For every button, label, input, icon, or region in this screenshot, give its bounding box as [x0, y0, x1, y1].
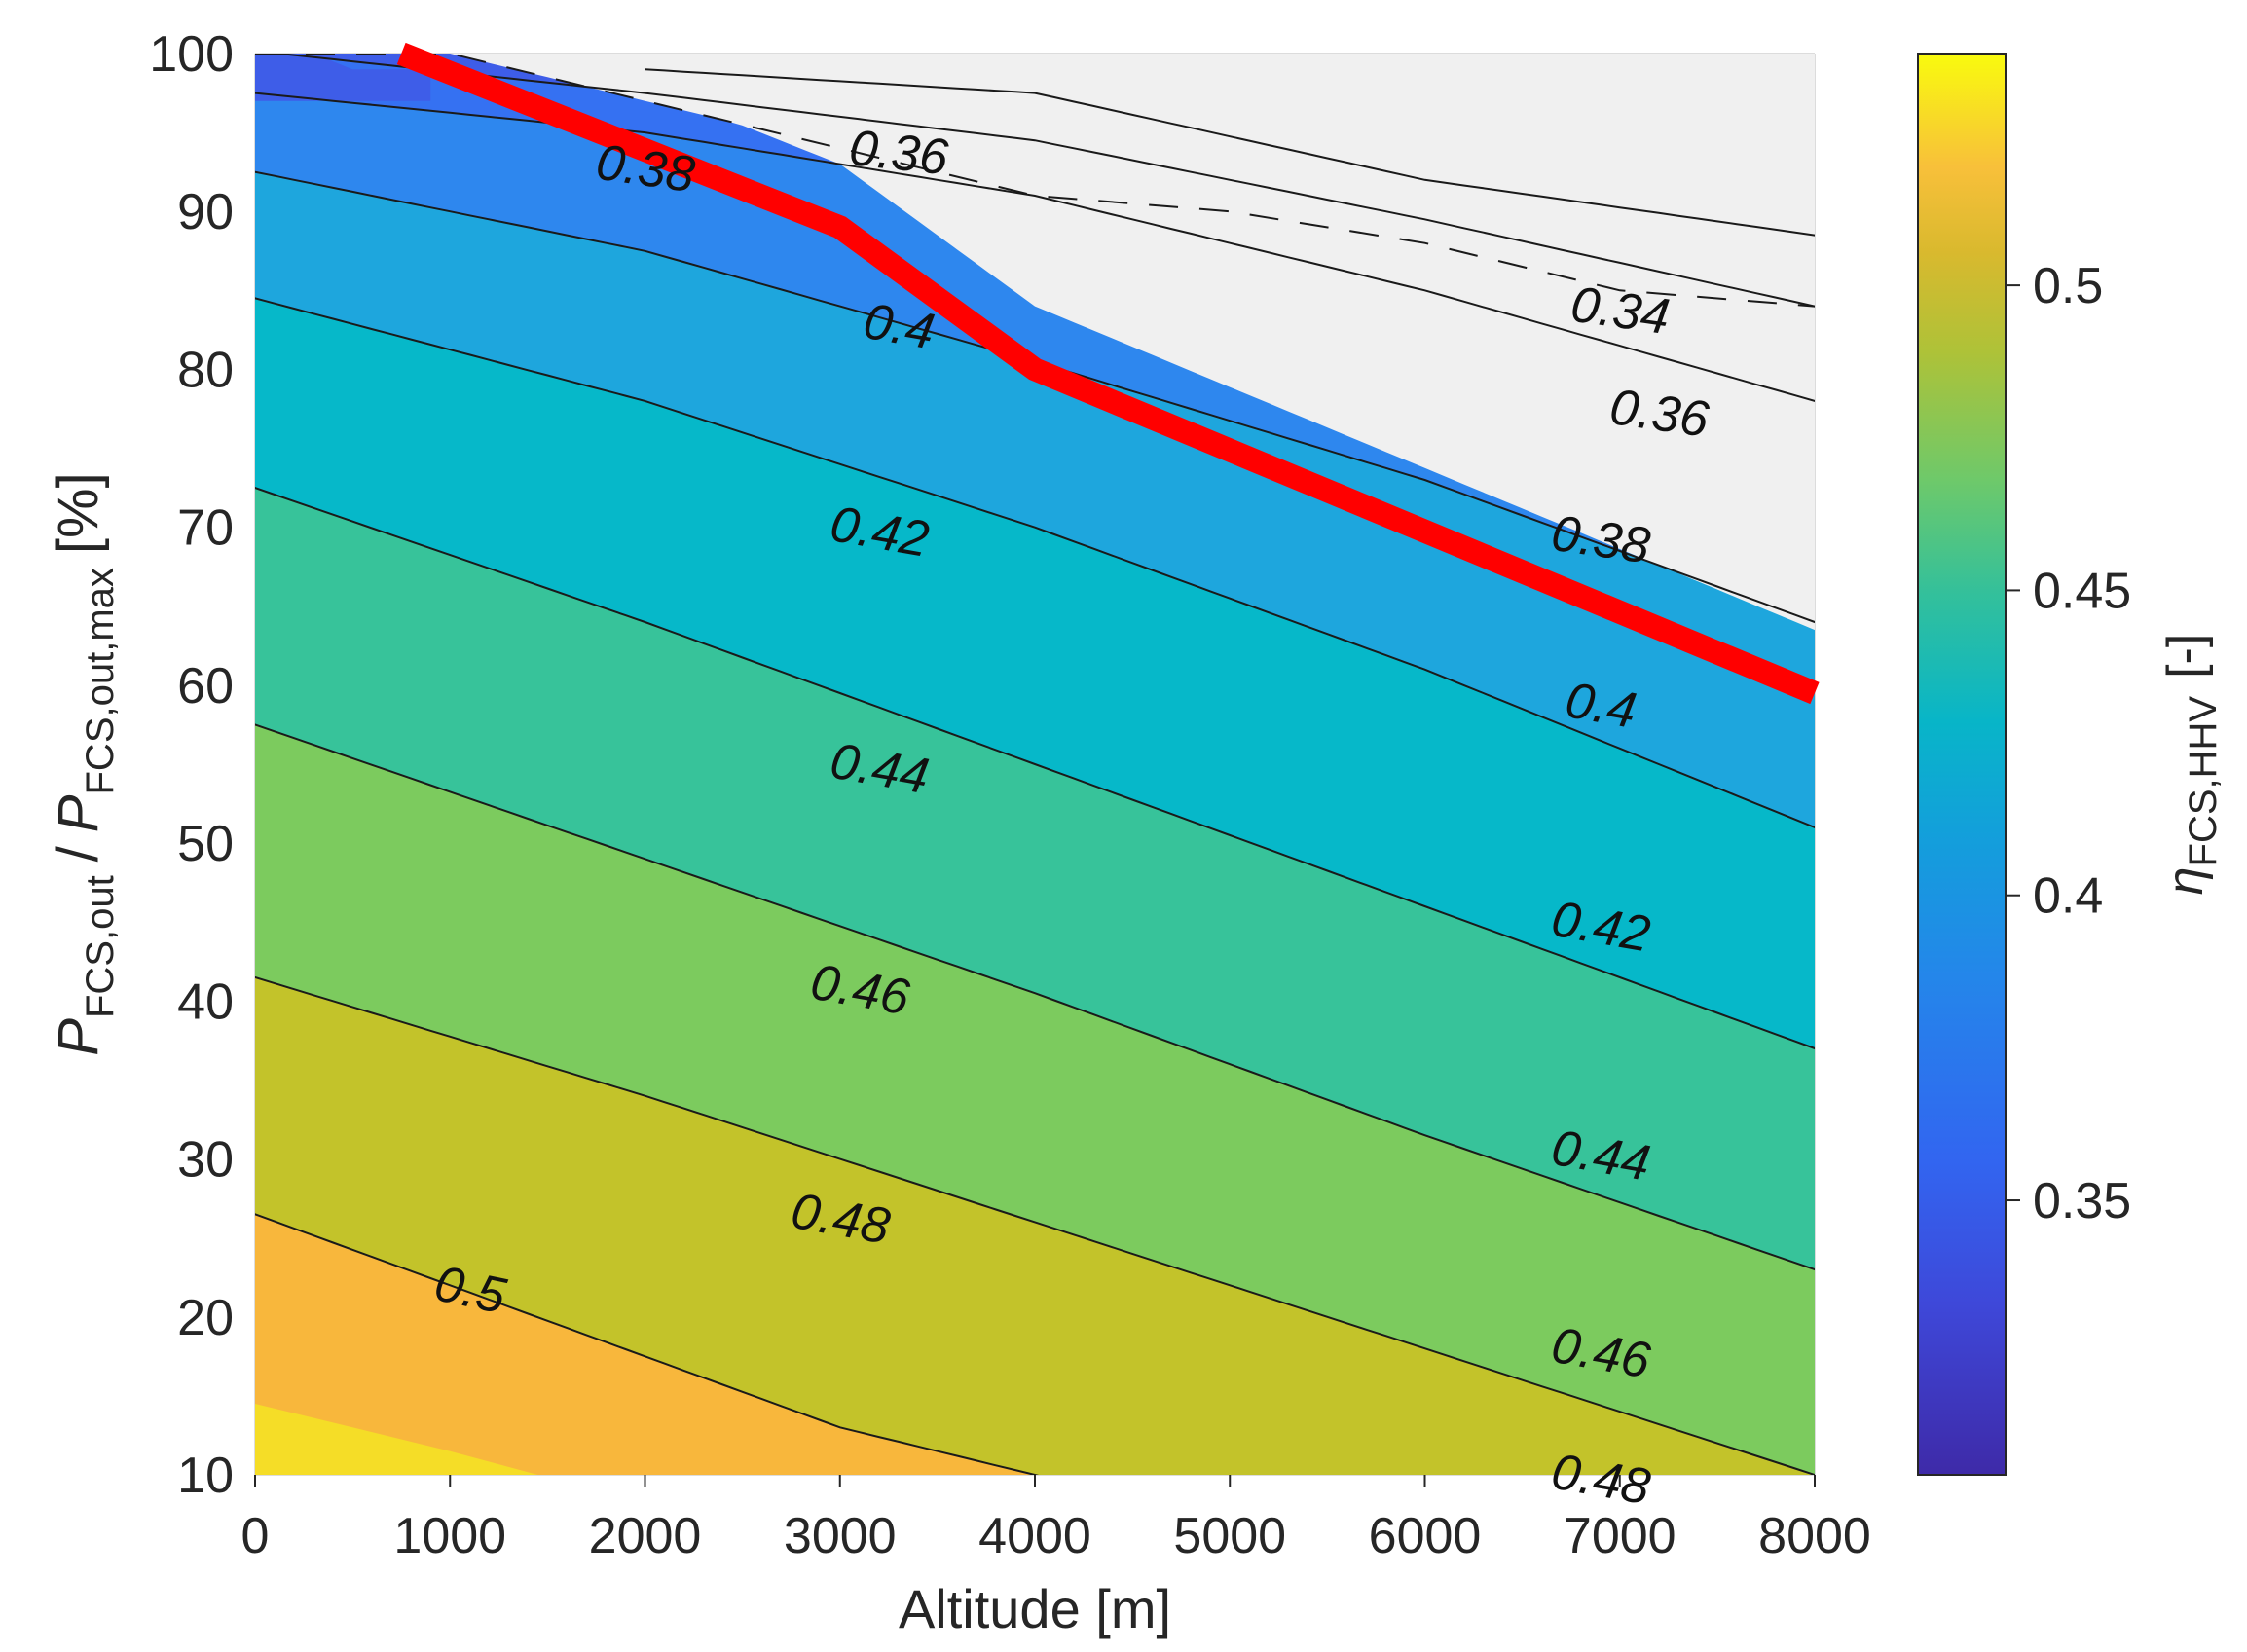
y-tick-label: 20 [177, 1290, 234, 1346]
y-tick-label: 50 [177, 816, 234, 872]
contour-label: 0.4 [1562, 672, 1640, 740]
contour-label: 0.36 [1606, 379, 1712, 449]
colorbar-tick-label: 0.45 [2033, 563, 2131, 619]
x-tick-label: 3000 [784, 1508, 897, 1564]
max-power-limit [396, 42, 1820, 705]
x-tick-label: 5000 [1173, 1508, 1286, 1564]
contour-line-0.48 [255, 975, 1815, 1475]
y-axis-unit: [%] [47, 472, 110, 554]
contour-fills [255, 54, 1815, 1475]
colorbar-title-symbol: η [2157, 866, 2214, 895]
x-tick-label: 2000 [589, 1508, 702, 1564]
y-axis-den-sub: FCS,out,max [79, 568, 122, 794]
y-tick-label: 90 [177, 184, 234, 240]
colorbar-ticks: 0.35 0.4 0.45 0.5 [2006, 258, 2131, 1230]
colorbar: 0.35 0.4 0.45 0.5 ηFCS,HHV [-] [1917, 53, 2225, 1476]
y-tick-label: 80 [177, 342, 234, 398]
infeasible-mask [255, 54, 1815, 631]
y-axis-slash: / [47, 845, 110, 862]
colorbar-gradient [1917, 53, 2007, 1476]
x-axis-title: Altitude [m] [899, 1578, 1171, 1639]
x-tick-label: 7000 [1564, 1508, 1676, 1564]
y-axis-ticks: 10 20 30 40 50 60 70 80 90 100 [149, 26, 234, 1504]
x-tick-label: 4000 [978, 1508, 1091, 1564]
colorbar-tick-label: 0.35 [2033, 1173, 2131, 1230]
plot-area: 0.50.480.460.440.420.40.38 0.360.340.360.… [254, 42, 1820, 1516]
y-tick-label: 10 [177, 1448, 234, 1504]
feasible-boundary-line [255, 54, 1815, 308]
colorbar-tick-label: 0.4 [2033, 868, 2103, 925]
contour-label: 0.36 [847, 120, 951, 186]
contour-label: 0.34 [1567, 276, 1673, 347]
contour-line-0.46 [255, 723, 1815, 1271]
contour-line-0.42 [255, 297, 1815, 828]
y-tick-label: 70 [177, 500, 234, 557]
x-tick-label: 0 [241, 1508, 270, 1564]
y-axis-num-symbol: P [47, 1018, 110, 1056]
x-tick-label: 8000 [1758, 1508, 1871, 1564]
colorbar-title-sub: FCS,HHV [2182, 696, 2225, 867]
y-tick-label: 60 [177, 658, 234, 715]
y-axis-den-symbol: P [47, 794, 110, 832]
contour-lines [255, 54, 1815, 1475]
y-axis-num-sub: FCS,out [79, 875, 122, 1018]
colorbar-title-unit: [-] [2157, 634, 2214, 679]
contour-line-0.5 [255, 1213, 1040, 1475]
y-tick-label: 30 [177, 1132, 234, 1189]
y-tick-label: 40 [177, 973, 234, 1030]
contour-line-0.38 [255, 92, 1815, 402]
contour-label: 0.4 [860, 293, 939, 361]
x-tick-label: 1000 [393, 1508, 506, 1564]
colorbar-title: ηFCS,HHV [-] [2157, 634, 2225, 896]
max-power-limit-line [396, 42, 1820, 705]
y-tick-label: 100 [149, 26, 234, 83]
contour-label: 0.38 [593, 134, 698, 204]
band-0.52 [255, 1404, 538, 1475]
x-axis-ticks: 0 1000 2000 3000 4000 5000 6000 7000 8000 [241, 1475, 1871, 1564]
x-tick-label: 6000 [1369, 1508, 1482, 1564]
contour-line-0.34 [645, 68, 1815, 237]
contour-line-0.44 [255, 487, 1815, 1050]
colorbar-tick-label: 0.5 [2033, 258, 2103, 314]
y-axis-title: PFCS,out/PFCS,out,max[%] [47, 472, 122, 1055]
band-top-corner [255, 54, 431, 101]
contour-label: 0.38 [1548, 505, 1653, 575]
